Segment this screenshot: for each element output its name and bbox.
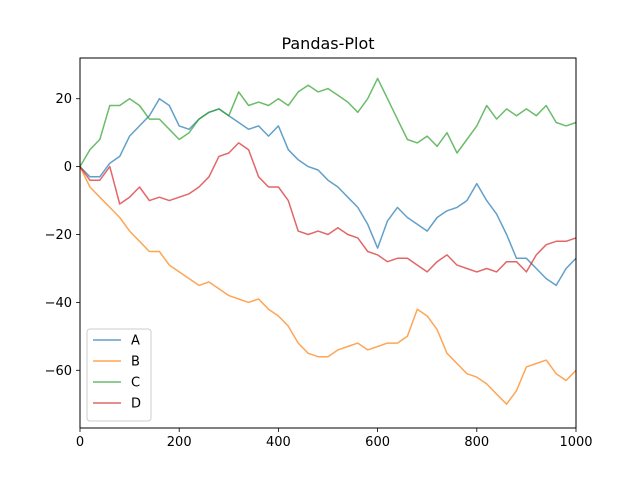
legend-label-b: B [131,355,140,370]
plot-area [79,77,577,405]
y-tick-label: −20 [45,228,72,243]
y-tick-label: −40 [45,296,72,311]
y-tick-label: 0 [64,160,72,175]
x-tick-label: 200 [167,435,192,450]
x-tick-label: 1000 [559,435,592,450]
x-tick-label: 800 [464,435,489,450]
x-axis: 0 200 400 600 800 1000 [76,428,593,450]
y-tick-label: 20 [55,92,72,107]
legend-box [86,328,152,422]
y-axis: −60 −40 −20 0 20 [45,92,80,379]
series-line-c [79,77,577,167]
x-tick-label: 400 [266,435,291,450]
chart-title: Pandas-Plot [281,34,374,53]
y-tick-label: −60 [45,364,72,379]
x-tick-label: 0 [76,435,84,450]
axes-frame [79,57,577,429]
legend-label-a: A [131,334,140,349]
x-tick-label: 600 [365,435,390,450]
legend-label-d: D [131,397,141,412]
series-line-b [79,166,577,405]
series-line-a [79,97,577,287]
series-line-d [79,142,577,273]
legend-label-c: C [131,376,140,391]
